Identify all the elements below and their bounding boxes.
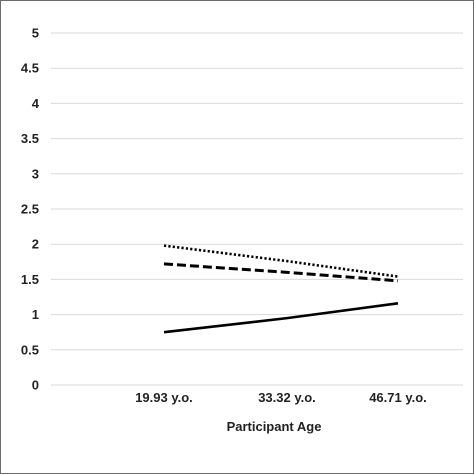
y-axis-ticks: 0 0.5 1 1.5 2 2.5 3 3.5 4 4.5 5: [21, 26, 40, 393]
x-tick-label: 33.32 y.o.: [258, 390, 316, 405]
y-tick-label: 2: [32, 237, 39, 252]
x-tick-label: 46.71 y.o.: [369, 390, 427, 405]
y-tick-label: 3.5: [21, 131, 39, 146]
y-tick-label: 5: [32, 26, 39, 41]
series-line-solid: [163, 302, 399, 334]
x-axis-ticks: 19.93 y.o. 33.32 y.o. 46.71 y.o.: [135, 390, 427, 405]
series-lines: [163, 244, 399, 334]
y-tick-label: 1.5: [21, 272, 39, 287]
y-tick-label: 2.5: [21, 202, 39, 217]
y-tick-label: 0.5: [21, 342, 39, 357]
gridlines: [51, 32, 463, 386]
x-axis-title: Participant Age: [227, 419, 322, 434]
y-tick-label: 1: [32, 307, 39, 322]
x-tick-label: 19.93 y.o.: [135, 390, 193, 405]
y-tick-label: 4.5: [21, 61, 39, 76]
series-line-dashed: [163, 262, 399, 283]
y-tick-label: 0: [32, 378, 39, 393]
series-line-dotted: [163, 244, 399, 278]
y-tick-label: 3: [32, 166, 39, 181]
y-tick-label: 4: [32, 96, 40, 111]
